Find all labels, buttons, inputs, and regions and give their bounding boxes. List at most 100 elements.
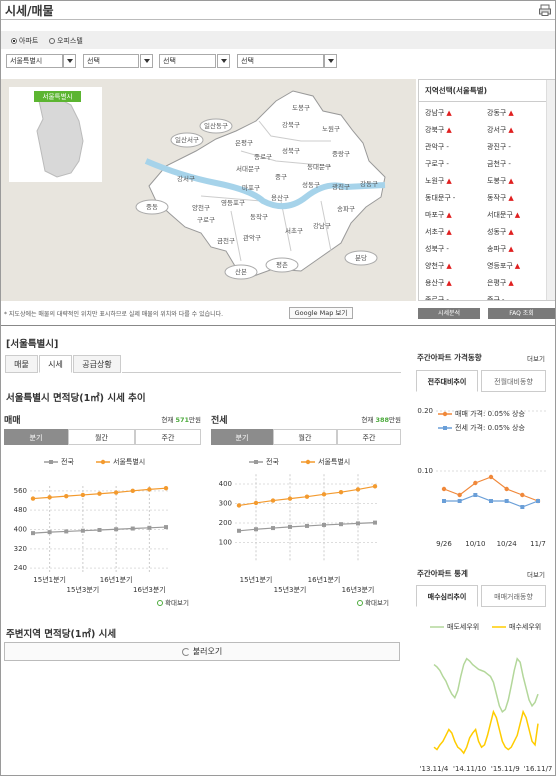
region-name: 중구 — [487, 296, 500, 300]
point — [339, 522, 343, 527]
region-item[interactable]: 양천구 ▲ — [425, 261, 452, 271]
district-label[interactable]: 성북구 — [282, 146, 300, 155]
region-item[interactable]: 은평구 ▲ — [487, 278, 514, 288]
zoom-link[interactable]: 확대보기 — [357, 597, 389, 607]
region-item[interactable]: 강동구 ▲ — [487, 108, 514, 118]
nearby-label[interactable]: 일산동구 — [204, 121, 228, 130]
region-item[interactable]: 동작구 ▲ — [487, 193, 514, 203]
period-tab[interactable]: 주간 — [337, 429, 401, 445]
district-label[interactable]: 중랑구 — [332, 150, 350, 158]
district-label[interactable]: 노원구 — [322, 124, 340, 133]
period-tab[interactable]: 월간 — [68, 429, 135, 445]
nearby-label[interactable]: 일산서구 — [175, 135, 199, 144]
side-tab[interactable]: 매매거래동향 — [481, 585, 546, 607]
google-map-button[interactable]: Google Map 보기 — [289, 307, 353, 319]
tab[interactable]: 공급상황 — [73, 355, 121, 373]
divider — [419, 101, 546, 102]
tab[interactable]: 시세 — [39, 355, 72, 373]
y-tick-label: 200 — [219, 519, 232, 527]
select[interactable]: 서울특별시 — [6, 54, 63, 68]
nearby-label[interactable]: 분당 — [355, 253, 367, 262]
select[interactable]: 선택 — [237, 54, 324, 68]
region-item[interactable]: 강남구 ▲ — [425, 108, 452, 118]
district-label[interactable]: 서대문구 — [236, 164, 260, 173]
period-tab[interactable]: 분기 — [211, 429, 273, 445]
district-label[interactable]: 도봉구 — [292, 104, 310, 112]
district-label[interactable]: 서초구 — [285, 226, 303, 235]
select[interactable]: 선택 — [159, 54, 216, 68]
legend-label: 서울특별시 — [318, 457, 350, 466]
region-item[interactable]: 금천구 - — [487, 159, 511, 169]
select-arrow[interactable] — [63, 54, 76, 68]
district-label[interactable]: 영등포구 — [221, 198, 245, 207]
region-item[interactable]: 도봉구 ▲ — [487, 176, 514, 186]
unit: 만원 — [189, 416, 201, 424]
region-item[interactable]: 중구 - — [487, 295, 504, 300]
district-label[interactable]: 용산구 — [271, 193, 289, 202]
type-radio[interactable]: 오피스텔 — [49, 36, 83, 46]
region-button[interactable]: 시세분석 — [418, 308, 480, 319]
load-button[interactable]: 불러오기 — [4, 642, 400, 661]
select-arrow[interactable] — [140, 54, 153, 68]
type-radio[interactable]: 아파트 — [11, 36, 38, 46]
district-label[interactable]: 중구 — [275, 173, 287, 181]
district-label[interactable]: 구로구 — [197, 216, 215, 224]
region-item[interactable]: 마포구 ▲ — [425, 210, 452, 220]
district-label[interactable]: 양천구 — [192, 203, 210, 212]
district-label[interactable]: 종로구 — [254, 153, 272, 161]
print-icon[interactable] — [539, 4, 551, 16]
district-label[interactable]: 은평구 — [235, 138, 253, 147]
district-label[interactable]: 강동구 — [360, 179, 378, 188]
region-item[interactable]: 광진구 - — [487, 142, 511, 152]
district-label[interactable]: 동대문구 — [307, 163, 331, 171]
select-arrow[interactable] — [324, 54, 337, 68]
region-item[interactable]: 강서구 ▲ — [487, 125, 514, 135]
district-label[interactable]: 광진구 — [332, 182, 350, 191]
district-label[interactable]: 송파구 — [337, 204, 355, 213]
legend-label: 전국 — [266, 457, 279, 466]
region-item[interactable]: 송파구 ▲ — [487, 244, 514, 254]
select[interactable]: 선택 — [83, 54, 139, 68]
district-label[interactable]: 관악구 — [243, 233, 261, 242]
korea-shape — [36, 96, 84, 178]
region-name: 마포구 — [425, 211, 445, 219]
side-tab[interactable]: 전월대비동향 — [481, 370, 546, 392]
region-item[interactable]: 동대문구 - — [425, 193, 455, 203]
district-label[interactable]: 강서구 — [177, 174, 195, 183]
region-item[interactable]: 서초구 ▲ — [425, 227, 452, 237]
nearby-label[interactable]: 평촌 — [276, 260, 288, 269]
region-item[interactable]: 영등포구 ▲ — [487, 261, 520, 271]
region-item[interactable]: 용산구 ▲ — [425, 278, 452, 288]
scrollbar[interactable] — [546, 80, 555, 300]
district-label[interactable]: 동작구 — [250, 212, 268, 221]
period-tab[interactable]: 월간 — [273, 429, 337, 445]
more-link[interactable]: 더보기 — [527, 571, 545, 579]
region-item[interactable]: 성북구 - — [425, 244, 449, 254]
nearby-label[interactable]: 중동 — [146, 203, 158, 211]
district-label[interactable]: 마포구 — [242, 183, 260, 192]
zoom-link[interactable]: 확대보기 — [157, 597, 189, 607]
region-item[interactable]: 성동구 ▲ — [487, 227, 514, 237]
side-tab[interactable]: 전주대비추이 — [416, 370, 478, 392]
faq-button[interactable]: FAQ 조회 — [488, 308, 555, 319]
region-item[interactable]: 서대문구 ▲ — [487, 210, 520, 220]
period-tab[interactable]: 분기 — [4, 429, 68, 445]
side-tab[interactable]: 매수심리추이 — [416, 585, 478, 607]
y-tick-label: 400 — [14, 526, 27, 534]
region-item[interactable]: 종로구 - — [425, 295, 449, 300]
period-tab[interactable]: 주간 — [135, 429, 201, 445]
district-label[interactable]: 성동구 — [302, 180, 320, 189]
more-link[interactable]: 더보기 — [527, 355, 545, 363]
select-arrow[interactable] — [217, 54, 230, 68]
point — [147, 525, 152, 530]
region-item[interactable]: 구로구 - — [425, 159, 449, 169]
district-label[interactable]: 강북구 — [282, 120, 300, 129]
nearby-label[interactable]: 산본 — [235, 267, 247, 276]
district-label[interactable]: 강남구 — [313, 221, 331, 230]
region-item[interactable]: 노원구 ▲ — [425, 176, 452, 186]
region-item[interactable]: 강북구 ▲ — [425, 125, 452, 135]
district-label[interactable]: 금천구 — [217, 236, 235, 245]
region-item[interactable]: 관악구 - — [425, 142, 449, 152]
tab[interactable]: 매물 — [5, 355, 38, 373]
